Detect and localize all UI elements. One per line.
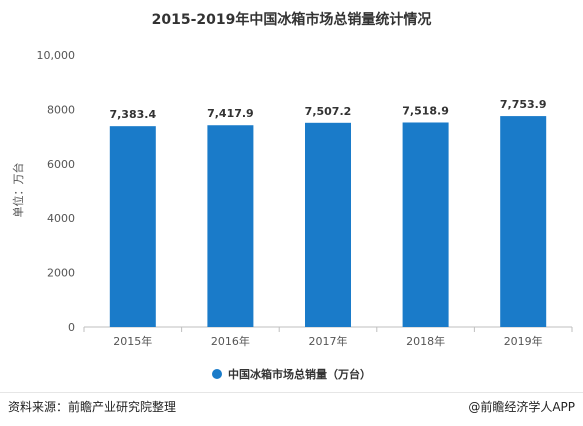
- bar-value-label: 7,518.9: [402, 104, 449, 117]
- y-tick-label: 0: [68, 321, 75, 334]
- footer-divider: [0, 392, 583, 393]
- bar-value-label: 7,753.9: [500, 98, 547, 111]
- y-tick-label: 2000: [47, 267, 75, 280]
- y-tick-label: 4000: [47, 212, 75, 225]
- legend: 中国冰箱市场总销量（万台）: [0, 366, 583, 382]
- chart-title: 2015-2019年中国冰箱市场总销量统计情况: [151, 12, 432, 28]
- x-tick-label: 2019年: [504, 334, 543, 348]
- bar-value-label: 7,417.9: [207, 107, 254, 120]
- x-tick-label: 2016年: [211, 334, 250, 348]
- bar-value-label: 7,507.2: [305, 105, 352, 118]
- bar: [500, 116, 547, 327]
- bar: [207, 125, 254, 327]
- source-note: 资料来源：前瞻产业研究院整理: [8, 400, 177, 414]
- y-tick-label: 8000: [47, 103, 75, 116]
- bar: [402, 122, 449, 327]
- legend-swatch: [212, 369, 222, 379]
- y-axis-label: 单位：万台: [11, 163, 25, 218]
- legend-label: 中国冰箱市场总销量（万台）: [228, 368, 371, 381]
- y-tick-label: 6000: [47, 158, 75, 171]
- x-tick-label: 2015年: [113, 334, 152, 348]
- bar: [305, 122, 351, 327]
- credit-note: @前瞻经济学人APP: [468, 400, 575, 414]
- bar: [109, 126, 156, 328]
- x-tick-label: 2018年: [406, 334, 445, 348]
- bar-value-label: 7,383.4: [109, 108, 156, 121]
- x-tick-label: 2017年: [309, 334, 348, 348]
- y-tick-label: 10,000: [37, 49, 76, 62]
